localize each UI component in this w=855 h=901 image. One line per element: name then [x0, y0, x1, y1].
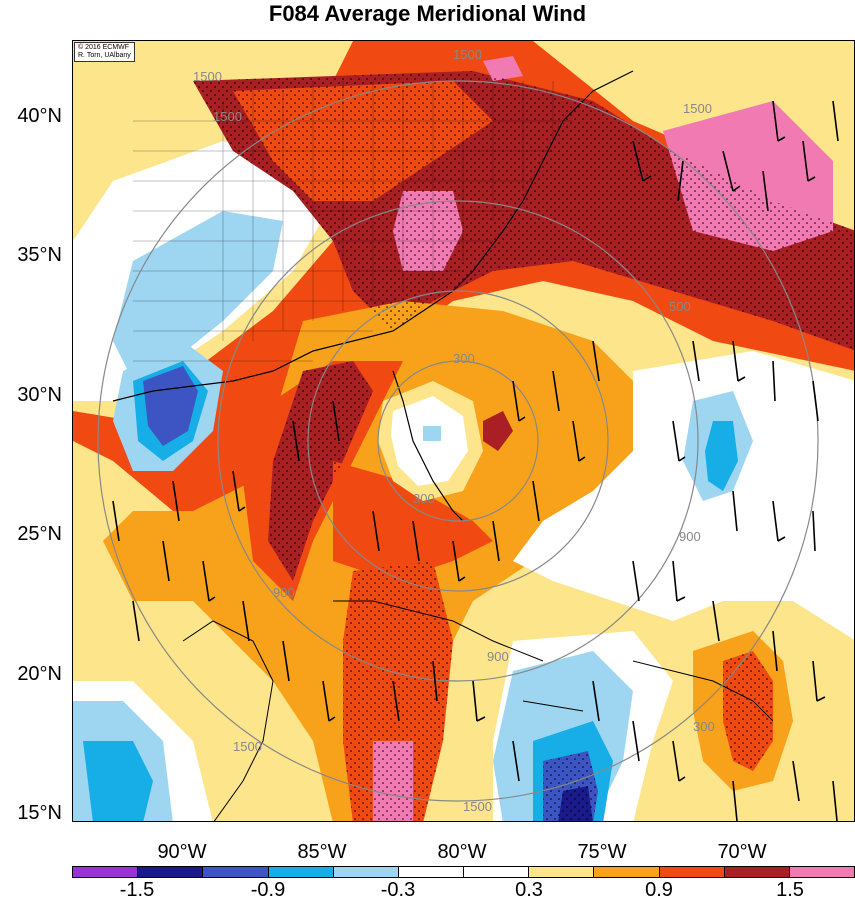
coastline-florida — [392, 370, 464, 522]
colorbar-segment — [724, 867, 790, 877]
wind-barbs — [112, 100, 839, 821]
lat-label-15: 15°N — [17, 802, 62, 824]
contour-label: 1500 — [683, 101, 712, 116]
colorbar-label: -0.9 — [250, 879, 286, 901]
contour-label: 900 — [487, 649, 509, 664]
colorbar-segment — [333, 867, 399, 877]
colorbar-segment — [659, 867, 725, 877]
lon-label-75: 75°W — [577, 841, 627, 863]
contour-label: 1500 — [193, 69, 222, 84]
lon-label-80: 80°W — [437, 841, 487, 863]
contour-label: 300 — [453, 351, 475, 366]
contour-label: 1500 — [233, 739, 262, 754]
range-rings — [97, 80, 819, 802]
coastline-hispaniola — [632, 660, 774, 722]
contour-label: 300 — [413, 491, 435, 506]
credit-box: © 2016 ECMWF R. Torn, UAlbany — [74, 42, 135, 62]
lon-label-70: 70°W — [717, 841, 767, 863]
shading-white-east — [513, 351, 854, 640]
contour-label: 1500 — [213, 109, 242, 124]
colorbar-label: -0.3 — [380, 879, 416, 901]
colorbar-segment — [398, 867, 465, 877]
lon-label-90: 90°W — [157, 841, 207, 863]
contour-label: 300 — [693, 719, 715, 734]
lat-label-30: 30°N — [17, 384, 62, 406]
credit-line-1: © 2016 ECMWF — [78, 44, 130, 51]
shading-darkblue-nw — [143, 366, 198, 446]
map-panel: 1500 1500 1500 300 300 500 900 900 900 3… — [72, 40, 855, 822]
colorbar-label: -1.5 — [119, 879, 155, 901]
map-canvas: 1500 1500 1500 300 300 500 900 900 900 3… — [73, 41, 854, 821]
colorbar-segment — [268, 867, 334, 877]
colorbar-label: 1.5 — [776, 879, 804, 901]
contour-label: 900 — [273, 585, 295, 600]
shading-lightblue-nw — [113, 211, 283, 381]
chart-title: F084 Average Meridional Wind — [268, 1, 587, 26]
credit-line-2: R. Torn, UAlbany — [78, 52, 131, 59]
contour-label: 1500 — [453, 47, 482, 62]
county-borders — [133, 81, 573, 362]
coastline-us — [112, 70, 634, 402]
lon-label-85: 85°W — [297, 841, 347, 863]
coastline-cuba — [333, 600, 544, 662]
colorbar-segment — [464, 867, 530, 877]
lat-label-40: 40°N — [17, 105, 62, 127]
lat-label-35: 35°N — [17, 244, 62, 266]
colorbar-segment — [138, 867, 204, 877]
contour-label: 900 — [679, 529, 701, 544]
colorbar-segment — [789, 867, 855, 877]
contour-label: 1500 — [463, 799, 492, 814]
colorbar-label: 0.3 — [515, 879, 543, 901]
colorbar-segment — [594, 867, 660, 877]
colorbar — [72, 866, 855, 878]
colorbar-segment — [529, 867, 595, 877]
contour-labels: 1500 1500 1500 300 300 500 900 900 900 3… — [193, 47, 715, 814]
lat-label-20: 20°N — [17, 663, 62, 685]
colorbar-segment — [73, 867, 139, 877]
lat-label-25: 25°N — [17, 523, 62, 545]
colorbar-label: 0.9 — [645, 879, 673, 901]
contour-label: 500 — [669, 299, 691, 314]
colorbar-segment — [203, 867, 269, 877]
